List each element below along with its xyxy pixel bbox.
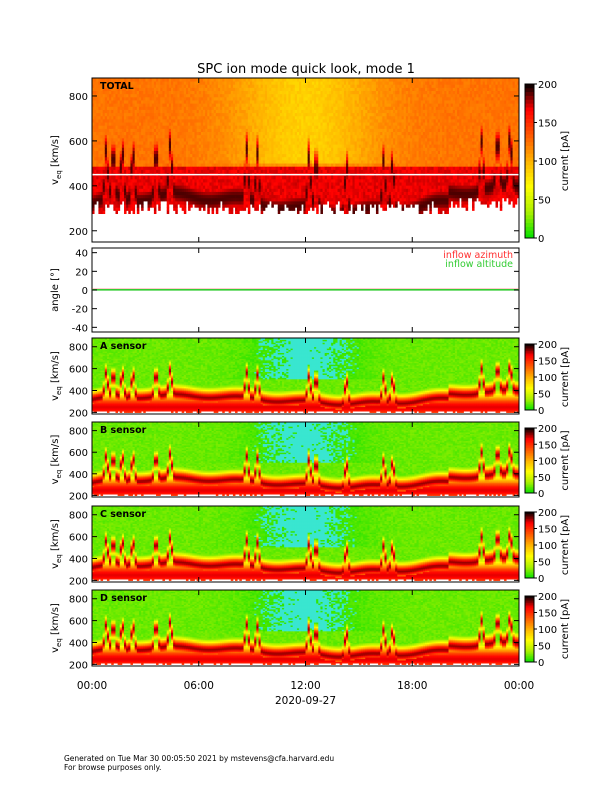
colorbar-label-2: current [pA]	[560, 347, 571, 407]
colorbar-tick-2-150: 150	[538, 357, 557, 368]
ytick-label-4-200: 200	[69, 576, 88, 587]
angle-ytick-label-20: 20	[75, 267, 88, 278]
ytick-label-4-600: 600	[69, 533, 88, 544]
heatmap-4	[92, 506, 519, 581]
colorbar-tick-0-0: 0	[538, 234, 544, 245]
ytick-label-5-400: 400	[69, 638, 88, 649]
ytick-label-2-800: 800	[69, 343, 88, 354]
ylabel-3: veq [km/s]	[50, 435, 63, 485]
footer-browse-note: For browse purposes only.	[64, 763, 161, 772]
ytick-label-5-800: 800	[69, 595, 88, 606]
angle-ylabel: angle [°]	[50, 268, 61, 312]
heatmap-0	[92, 78, 519, 214]
xaxis-date-label: 2020-09-27	[275, 695, 336, 707]
ylabel-5: veq [km/s]	[50, 603, 63, 653]
colorbar-label-5: current [pA]	[560, 599, 571, 659]
panel-label-5: D sensor	[100, 593, 147, 604]
panel-label-3: B sensor	[100, 425, 147, 436]
panel-label-2: A sensor	[100, 341, 147, 352]
colorbar-tick-2-200: 200	[538, 340, 557, 351]
colorbar-tick-4-0: 0	[538, 574, 544, 585]
xtick-label-4: 00:00	[504, 680, 534, 692]
ylabel-0: veq [km/s]	[50, 135, 63, 185]
ytick-label-2-400: 400	[69, 386, 88, 397]
colorbar-tick-0-100: 100	[538, 157, 557, 168]
ylabel-4: veq [km/s]	[50, 519, 63, 569]
ytick-label-0-400: 400	[69, 182, 88, 193]
ytick-label-0-600: 600	[69, 137, 88, 148]
ytick-label-3-800: 800	[69, 427, 88, 438]
colorbar-tick-0-200: 200	[538, 80, 557, 91]
heatmap-3	[92, 422, 519, 496]
xtick-label-1: 06:00	[184, 680, 214, 692]
ytick-label-3-400: 400	[69, 470, 88, 481]
xtick-label-3: 18:00	[397, 680, 427, 692]
colorbar-tick-5-50: 50	[538, 642, 551, 653]
colorbar-tick-2-100: 100	[538, 373, 557, 384]
colorbar-tick-0-150: 150	[538, 119, 557, 130]
colorbar-3: 0 50 100 150 200	[525, 424, 557, 500]
heatmap-2	[92, 338, 519, 413]
ytick-label-3-200: 200	[69, 491, 88, 502]
colorbar-2: 0 50 100 150 200	[525, 340, 557, 417]
colorbar-label-3: current [pA]	[560, 430, 571, 490]
ytick-label-4-800: 800	[69, 511, 88, 522]
colorbar-tick-5-0: 0	[538, 658, 544, 669]
footer-generated: Generated on Tue Mar 30 00:05:50 2021 by…	[64, 754, 334, 763]
panel-label-4: C sensor	[100, 509, 146, 520]
colorbar-4: 0 50 100 150 200	[525, 508, 557, 585]
colorbar-tick-3-200: 200	[538, 424, 557, 435]
ytick-label-0-200: 200	[69, 227, 88, 238]
colorbar-tick-0-50: 50	[538, 196, 551, 207]
colorbar-tick-3-100: 100	[538, 457, 557, 468]
ytick-label-3-600: 600	[69, 448, 88, 459]
ytick-label-4-400: 400	[69, 554, 88, 565]
colorbar-tick-5-200: 200	[538, 592, 557, 603]
colorbar-tick-3-150: 150	[538, 440, 557, 451]
ytick-label-5-200: 200	[69, 660, 88, 671]
colorbar-tick-2-0: 0	[538, 406, 544, 417]
heatmap-5	[92, 590, 519, 665]
colorbar-tick-4-100: 100	[538, 541, 557, 552]
xtick-label-0: 00:00	[77, 680, 107, 692]
ylabel-2: veq [km/s]	[50, 351, 63, 401]
colorbar-tick-5-150: 150	[538, 609, 557, 620]
colorbar-label-0: current [pA]	[560, 131, 571, 191]
ytick-label-2-200: 200	[69, 408, 88, 419]
ytick-label-0-800: 800	[69, 92, 88, 103]
angle-ytick-label-0: 0	[82, 286, 88, 297]
colorbar-5: 0 50 100 150 200	[525, 592, 557, 669]
legend-inflow-altitude: inflow altitude	[445, 259, 513, 270]
angle-ytick-label--40: -40	[72, 323, 88, 334]
xtick-label-2: 12:00	[290, 680, 320, 692]
colorbar-tick-4-50: 50	[538, 558, 551, 569]
colorbar-0: 0 50 100 150 200	[525, 80, 557, 245]
chart-title: SPC ion mode quick look, mode 1	[197, 62, 415, 77]
colorbar-tick-2-50: 50	[538, 390, 551, 401]
angle-ytick-label--20: -20	[72, 305, 88, 316]
ytick-label-5-600: 600	[69, 617, 88, 628]
colorbar-tick-4-200: 200	[538, 508, 557, 519]
angle-ytick-label-40: 40	[75, 249, 88, 260]
colorbar-tick-3-50: 50	[538, 473, 551, 484]
colorbar-tick-4-150: 150	[538, 525, 557, 536]
colorbar-label-4: current [pA]	[560, 515, 571, 575]
colorbar-tick-3-0: 0	[538, 489, 544, 500]
colorbar-tick-5-100: 100	[538, 625, 557, 636]
panel-label-0: TOTAL	[100, 81, 134, 92]
ytick-label-2-600: 600	[69, 365, 88, 376]
